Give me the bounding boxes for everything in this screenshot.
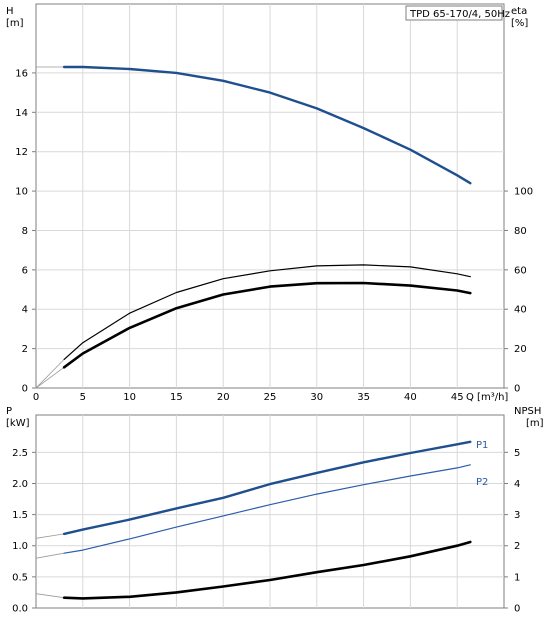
left-tick-label: 2.0 (12, 479, 28, 490)
upper-x-axis: 0 5 10 15 20 25 30 35 40 45 (33, 392, 464, 403)
x-tick-label: 5 (80, 392, 86, 403)
x-tick-label: 0 (33, 392, 39, 403)
right-tick-label: 0 (514, 384, 520, 395)
x-tick-label: 45 (451, 392, 464, 403)
series-extension-P1 (35, 533, 65, 539)
series-line-eta-thin (63, 264, 471, 360)
lower-right-axis: 0 1 2 3 4 5 (504, 448, 520, 615)
upper-left-axis-label-h-unit: [m] (6, 18, 24, 29)
model-label: TPD 65-170/4, 50Hz (409, 9, 510, 20)
right-tick-label: 80 (514, 226, 527, 237)
left-tick-label: 14 (15, 108, 28, 119)
series-line-NPSH (62, 540, 472, 600)
left-tick-label: 6 (22, 265, 28, 276)
left-tick-label: 2.5 (12, 448, 28, 459)
lower-left-axis-label-p-unit: [kW] (6, 418, 30, 429)
right-tick-label: 3 (514, 510, 520, 521)
x-tick-label: 15 (170, 392, 183, 403)
series-line-P1 (62, 440, 472, 536)
upper-right-axis-label-eta: eta (511, 6, 527, 17)
x-tick-label: 20 (217, 392, 230, 403)
upper-right-axis-label-eta-unit: [%] (511, 18, 528, 29)
right-tick-label: 20 (514, 344, 527, 355)
left-tick-label: 16 (15, 68, 28, 79)
x-tick-label: 35 (357, 392, 370, 403)
left-tick-label: 1.5 (12, 510, 28, 521)
upper-grid (36, 4, 504, 388)
lower-left-axis-label-p: P (6, 406, 12, 417)
x-axis-label: Q [m³/h] (466, 392, 508, 403)
x-tick-label: 30 (310, 392, 323, 403)
series-extension-P2 (35, 552, 65, 559)
right-tick-label: 60 (514, 265, 527, 276)
lower-grid (36, 415, 504, 608)
right-tick-label: 1 (514, 572, 520, 583)
upper-series (35, 65, 472, 389)
series-label-p2: P2 (476, 477, 488, 488)
right-tick-label: 40 (514, 305, 527, 316)
left-tick-label: 8 (22, 226, 28, 237)
right-tick-label: 2 (514, 541, 520, 552)
left-tick-label: 0.0 (12, 604, 28, 615)
right-tick-label: 5 (514, 448, 520, 459)
series-line-H (62, 65, 472, 185)
series-extension-eta-thin (35, 359, 65, 389)
left-tick-label: 4 (22, 305, 28, 316)
x-tick-label: 25 (264, 392, 277, 403)
series-line-eta-thick (62, 281, 472, 369)
lower-panel: 0.0 0.5 1.0 1.5 2.0 2.5 0 1 2 3 4 5 P [kW] NPSH [m… (6, 406, 544, 615)
lower-right-axis-label-npsh-unit: [m] (526, 418, 544, 429)
model-label-box (405, 5, 503, 21)
right-tick-label: 0 (514, 604, 520, 615)
left-tick-label: 1.0 (12, 541, 28, 552)
left-tick-label: 10 (15, 187, 28, 198)
x-tick-label: 10 (123, 392, 136, 403)
x-tick-label: 40 (404, 392, 417, 403)
lower-left-axis: 0.0 0.5 1.0 1.5 2.0 2.5 (12, 448, 36, 615)
series-label-p1: P1 (476, 440, 488, 451)
right-tick-label: 4 (514, 479, 520, 490)
upper-right-axis: 0 20 40 60 80 100 (504, 187, 533, 395)
lower-series (35, 440, 472, 600)
left-tick-label: 0.5 (12, 572, 28, 583)
upper-panel: 0 2 4 6 8 10 12 14 16 0 20 40 60 80 100 0 5 10 15 20 25 30 3… (6, 3, 533, 403)
right-tick-label: 100 (514, 187, 533, 198)
series-line-P2 (63, 464, 471, 554)
series-extension-NPSH (35, 593, 65, 599)
upper-left-axis: 0 2 4 6 8 10 12 14 16 (15, 68, 36, 395)
lower-right-axis-label-npsh: NPSH (514, 406, 541, 417)
left-tick-label: 12 (15, 147, 28, 158)
upper-left-axis-label-h: H (6, 6, 14, 17)
left-tick-label: 0 (22, 384, 28, 395)
left-tick-label: 2 (22, 344, 28, 355)
series-extension-eta-thick (35, 366, 65, 389)
